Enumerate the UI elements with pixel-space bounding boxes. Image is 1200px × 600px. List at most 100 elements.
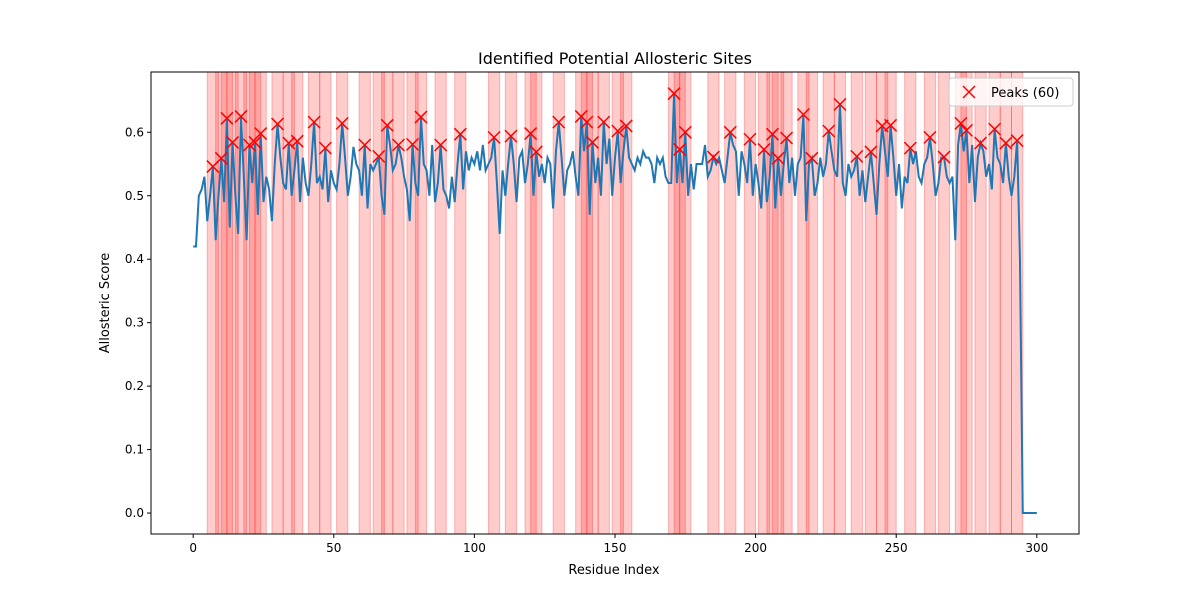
peak-marker: [597, 115, 611, 129]
marker-stroke: [580, 115, 594, 129]
peak-marker: [884, 118, 898, 132]
peak-marker: [974, 136, 988, 150]
peak-marker: [391, 138, 405, 152]
region: [833, 71, 847, 535]
peak-marker: [833, 97, 847, 111]
marker-stroke: [271, 117, 285, 131]
y-tick-label: 0.4: [125, 252, 144, 266]
peak-marker: [434, 138, 448, 152]
x-tick-label: 50: [326, 541, 341, 555]
y-tick-label: 0.2: [125, 379, 144, 393]
region: [552, 71, 565, 535]
peak-marker: [254, 127, 268, 141]
peak-marker: [923, 130, 937, 144]
region: [999, 71, 1013, 535]
marker-stroke: [414, 110, 428, 124]
marker-stroke: [988, 122, 1002, 136]
peak-marker: [937, 150, 951, 164]
peak-marker: [988, 122, 1002, 136]
chart-title: Identified Potential Allosteric Sites: [478, 49, 752, 68]
marker-stroke: [597, 115, 611, 129]
peak-marker: [585, 135, 600, 149]
y-tick-label: 0.5: [125, 189, 144, 203]
peak-marker: [524, 127, 538, 141]
marker-stroke: [524, 127, 538, 141]
peak-marker: [959, 123, 974, 137]
marker-stroke: [884, 118, 898, 132]
x-tick-label: 200: [744, 541, 767, 555]
marker-stroke: [585, 135, 600, 149]
peak-marker: [743, 132, 757, 146]
marker-stroke: [974, 136, 988, 150]
peak-marker: [850, 149, 864, 163]
peak-marker: [453, 127, 467, 141]
peak-marker: [822, 124, 836, 138]
marker-stroke: [678, 125, 692, 139]
peak-marker: [529, 145, 543, 159]
marker-stroke: [780, 131, 794, 145]
marker-stroke: [391, 138, 405, 152]
marker-stroke: [903, 141, 917, 155]
y-tick-label: 0.6: [125, 125, 144, 139]
x-axis-label: Residue Index: [568, 563, 660, 578]
x-tick-label: 0: [189, 541, 197, 555]
marker-stroke: [864, 145, 878, 159]
marker-stroke: [706, 150, 720, 164]
x-tick-label: 100: [463, 541, 486, 555]
peak-marker: [220, 111, 234, 125]
region: [530, 71, 543, 535]
marker-stroke: [833, 97, 847, 111]
marker-stroke: [1010, 134, 1024, 148]
peak-marker: [1010, 134, 1024, 148]
region: [707, 71, 720, 535]
marker-stroke: [771, 151, 785, 165]
peak-marker: [226, 135, 240, 149]
x-tick-label: 150: [604, 541, 627, 555]
marker-stroke: [504, 129, 518, 143]
region: [850, 71, 863, 535]
peak-marker: [380, 118, 394, 132]
peak-marker: [903, 141, 917, 155]
peak-marker: [678, 125, 692, 139]
marker-stroke: [619, 119, 633, 133]
marker-stroke: [954, 116, 968, 130]
y-axis-label: Allosteric Score: [98, 253, 113, 354]
region: [620, 71, 633, 535]
marker-stroke: [226, 135, 240, 149]
line: [193, 93, 1037, 515]
legend-box: [948, 77, 1074, 107]
marker-stroke: [743, 132, 757, 146]
peak-marker: [372, 149, 386, 163]
marker-stroke: [805, 151, 819, 165]
peak-marker: [765, 127, 780, 141]
marker-stroke: [318, 141, 332, 155]
peak-marker: [757, 142, 771, 156]
marker-stroke: [959, 123, 974, 137]
peak-marker: [282, 136, 296, 150]
peak-marker: [414, 110, 428, 124]
peak-marker: [487, 130, 501, 144]
marker-stroke: [380, 118, 394, 132]
peak-marker: [504, 129, 518, 143]
peak-marker: [723, 125, 737, 139]
marker-stroke: [282, 136, 296, 150]
marker-stroke: [290, 134, 304, 148]
marker-stroke: [822, 124, 836, 138]
peak-marker: [358, 138, 372, 152]
peak-marker: [999, 136, 1013, 150]
marker-stroke: [405, 137, 420, 151]
peak-marker: [954, 116, 968, 130]
peak-marker: [667, 87, 681, 101]
peak-marker: [580, 115, 594, 129]
legend-label: Peaks (60): [991, 86, 1059, 101]
y-tick-label: 0.0: [125, 506, 144, 520]
marker-stroke: [937, 150, 951, 164]
peak-marker: [864, 145, 878, 159]
region: [271, 71, 284, 535]
peak-marker: [780, 131, 794, 145]
peak-marker: [619, 119, 633, 133]
peak-marker: [318, 141, 332, 155]
marker-stroke: [214, 151, 228, 165]
marker-stroke: [307, 115, 321, 129]
